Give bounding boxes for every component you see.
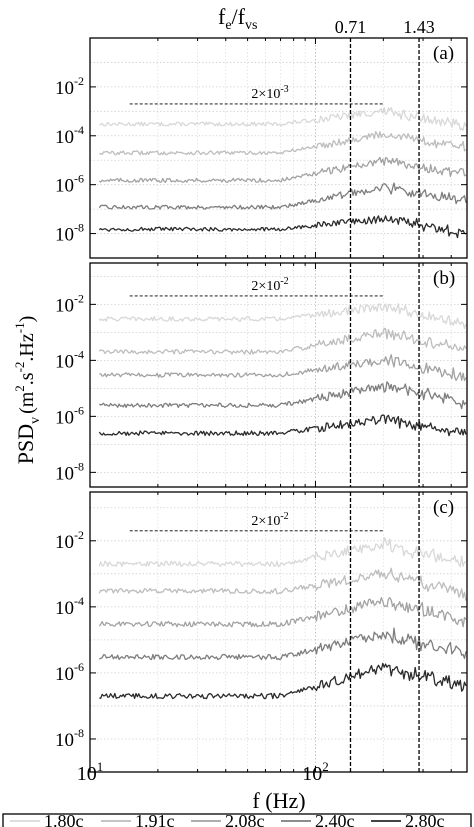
panel-b-label: (b) [433, 268, 455, 289]
panel-b-y-tick-label: 10-4 [55, 347, 84, 372]
panel-c-background [90, 492, 467, 772]
panel-b: 2×10-2 10-2 10-4 10-6 10-8 (b) [55, 262, 468, 488]
panel-a-y-tick-label: 10-4 [55, 123, 84, 148]
top-axis-title: fe/fvs [218, 4, 257, 33]
panel-b-series-2.08c [99, 354, 467, 382]
panel-c-series-1.80c [98, 536, 467, 568]
panel-c-y-tick-label: 10-6 [55, 660, 84, 685]
panel-b-series-2.80c [98, 414, 467, 437]
panel-c-series-1.91c [98, 567, 467, 601]
panel-b-frame [89, 262, 468, 488]
panel-a-reference-label: 2×10-3 [251, 84, 288, 102]
panel-c: 2×10-2 10-2 10-4 10-6 10-8 (c) [55, 491, 468, 773]
legend-label-1.91c: 1.91c [135, 811, 175, 827]
panel-a-reference-coef: 2×10 [251, 87, 280, 102]
panel-a: 2×10-3 10-2 10-4 10-6 10-8 (a) [55, 37, 468, 259]
legend-label-1.80c: 1.80c [44, 811, 84, 827]
panel-a-series-1.80c [98, 106, 467, 131]
panel-a-reference-exp: -3 [280, 84, 288, 95]
panel-c-series-2.08c [98, 596, 467, 628]
top-tick-label-0-71: 0.71 [335, 17, 367, 37]
panel-a-series-1.91c [99, 130, 467, 156]
panel-b-y-tick-label: 10-6 [55, 403, 84, 428]
top-tick-label-1-43: 1.43 [403, 17, 435, 37]
x-tick-label-10: 101 [77, 759, 104, 785]
panel-c-series-2.80c [99, 662, 467, 700]
panel-a-label: (a) [433, 43, 454, 64]
panel-c-reference-exp: -2 [280, 511, 288, 522]
panel-b-series-2.40c [98, 381, 467, 410]
panel-a-series-2.40c [98, 182, 467, 210]
y-axis-label: PSDv(m2.s-2.Hz-1) [12, 316, 43, 465]
panel-c-y-tick-label: 10-4 [55, 594, 84, 619]
panel-c-series-2.40c [99, 627, 467, 661]
panel-b-reference-coef: 2×10 [251, 279, 280, 294]
panel-a-y-tick-label: 10-8 [55, 221, 84, 246]
legend-label-2.40c: 2.40c [315, 811, 355, 827]
panel-c-label: (c) [433, 497, 454, 518]
legend: 1.80c 1.91c 2.08c 2.40c 2.80c [2, 811, 472, 827]
legend-label-2.08c: 2.08c [225, 811, 265, 827]
panel-c-y-tick-label: 10-8 [55, 726, 84, 751]
x-axis-label: f (Hz) [252, 788, 305, 813]
panel-b-reference-label: 2×10-2 [251, 276, 288, 294]
panel-a-series-2.80c [98, 215, 467, 239]
panel-b-reference-exp: -2 [280, 276, 288, 287]
legend-frame [2, 813, 472, 827]
panel-c-reference-label: 2×10-2 [251, 511, 288, 529]
panel-c-y-tick-label: 10-2 [55, 528, 84, 553]
panel-a-y-tick-label: 10-6 [55, 172, 84, 197]
panel-a-y-tick-label: 10-2 [55, 74, 84, 99]
panel-b-y-tick-label: 10-2 [55, 291, 84, 316]
panel-a-background [90, 38, 467, 258]
panel-a-frame [89, 37, 468, 259]
x-tick-label-100: 102 [302, 759, 329, 785]
panel-b-series-1.91c [98, 327, 467, 355]
panel-a-series-2.08c [98, 156, 467, 183]
panel-c-reference-coef: 2×10 [251, 514, 280, 529]
panel-b-y-tick-label: 10-8 [55, 459, 84, 484]
panel-b-series-1.80c [98, 303, 467, 330]
legend-label-2.80c: 2.80c [405, 811, 445, 827]
panel-c-frame [89, 491, 468, 773]
